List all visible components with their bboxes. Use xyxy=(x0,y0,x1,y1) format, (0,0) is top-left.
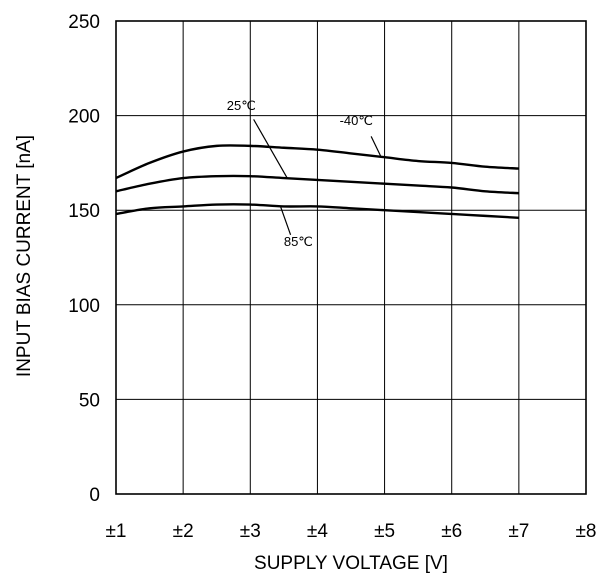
y-tick-label: 0 xyxy=(89,485,100,506)
y-tick-labels: 0 50 100 150 200 250 xyxy=(68,12,100,506)
annotation-leader xyxy=(279,206,292,235)
y-tick-label: 200 xyxy=(68,107,100,128)
x-tick-labels: ±1 ±2 ±3 ±4 ±5 ±6 ±7 ±8 xyxy=(106,521,597,542)
series-line-25 xyxy=(115,174,519,195)
annotation-leader xyxy=(370,136,382,158)
x-axis-title: SUPPLY VOLTAGE [V] xyxy=(254,553,448,574)
series-line-minus-40 xyxy=(115,144,519,180)
gridlines xyxy=(116,21,586,494)
x-tick-label: ±1 xyxy=(106,521,127,542)
y-tick-label: 250 xyxy=(68,12,100,33)
x-tick-label: ±2 xyxy=(173,521,194,542)
y-tick-label: 50 xyxy=(79,390,100,411)
annotation-leader xyxy=(253,119,288,179)
y-tick-label: 150 xyxy=(68,201,100,222)
x-tick-label: ±8 xyxy=(576,521,597,542)
series-annotations: 25℃ -40℃ 85℃ xyxy=(227,98,382,249)
series-lines xyxy=(115,144,519,219)
series-label: 25℃ xyxy=(227,98,256,113)
series-line-85 xyxy=(115,203,519,219)
y-axis-title: INPUT BIAS CURRENT [nA] xyxy=(14,135,35,377)
x-tick-label: ±3 xyxy=(240,521,261,542)
x-tick-label: ±7 xyxy=(508,521,529,542)
series-label: -40℃ xyxy=(340,113,373,128)
y-tick-label: 100 xyxy=(68,296,100,317)
x-tick-label: ±4 xyxy=(307,521,328,542)
x-tick-label: ±5 xyxy=(374,521,395,542)
series-label: 85℃ xyxy=(284,234,313,249)
x-tick-label: ±6 xyxy=(441,521,462,542)
plot-frame xyxy=(115,20,587,495)
